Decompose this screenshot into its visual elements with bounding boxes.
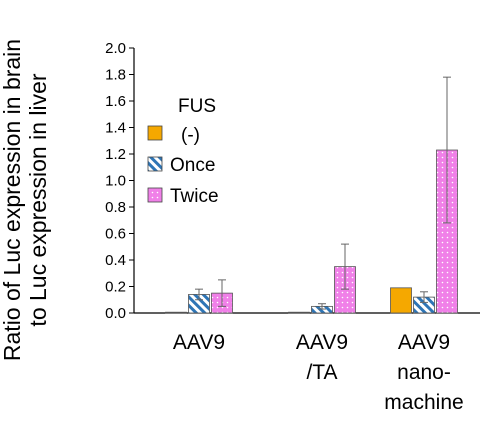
y-axis-ticks: 0.0 0.2 0.4 0.6 0.8 1.0 1.2 1.4 1.6 1.8 2.0 bbox=[105, 40, 134, 322]
category-label: AAV9 bbox=[398, 331, 450, 354]
y-tick-label: 0.0 bbox=[105, 305, 126, 322]
legend-swatch-none bbox=[147, 125, 163, 141]
bar-none-group-2 bbox=[288, 311, 310, 314]
bar-none-group-3 bbox=[390, 287, 412, 314]
category-label: machine bbox=[384, 391, 463, 414]
category-label: nano- bbox=[397, 361, 451, 384]
category-label: AAV9 bbox=[173, 331, 225, 354]
category-label: AAV9 bbox=[296, 331, 348, 354]
legend-label-once: Once bbox=[170, 155, 215, 176]
y-tick-label: 1.2 bbox=[105, 146, 126, 163]
y-tick-label: 2.0 bbox=[105, 40, 126, 57]
legend-title-line-2: (-) bbox=[181, 125, 200, 146]
bar-none-group-1 bbox=[165, 311, 187, 314]
y-tick-label: 0.8 bbox=[105, 199, 126, 216]
y-axis-title-line-1: Ratio of Luc expression in brain bbox=[0, 39, 25, 361]
legend-swatch-once bbox=[147, 156, 163, 172]
category-label: /TA bbox=[306, 361, 337, 384]
y-tick-label: 1.6 bbox=[105, 93, 126, 110]
y-tick-label: 1.4 bbox=[105, 120, 126, 137]
legend-label-twice: Twice bbox=[170, 186, 219, 207]
y-tick-label: 1.8 bbox=[105, 67, 126, 84]
y-tick-label: 1.0 bbox=[105, 173, 126, 190]
category-labels: AAV9 AAV9/TA AAV9 nano-machine bbox=[173, 331, 464, 414]
bars-group bbox=[165, 76, 458, 314]
y-tick-label: 0.6 bbox=[105, 226, 126, 243]
legend: FUS (-) Once Twice bbox=[147, 96, 219, 207]
y-tick-label: 0.2 bbox=[105, 279, 126, 296]
legend-swatch-twice bbox=[147, 187, 163, 203]
legend-title-line-1: FUS bbox=[178, 96, 216, 117]
y-tick-label: 0.4 bbox=[105, 252, 126, 269]
y-axis-title-line-2: to Luc expression in liver bbox=[25, 73, 51, 326]
